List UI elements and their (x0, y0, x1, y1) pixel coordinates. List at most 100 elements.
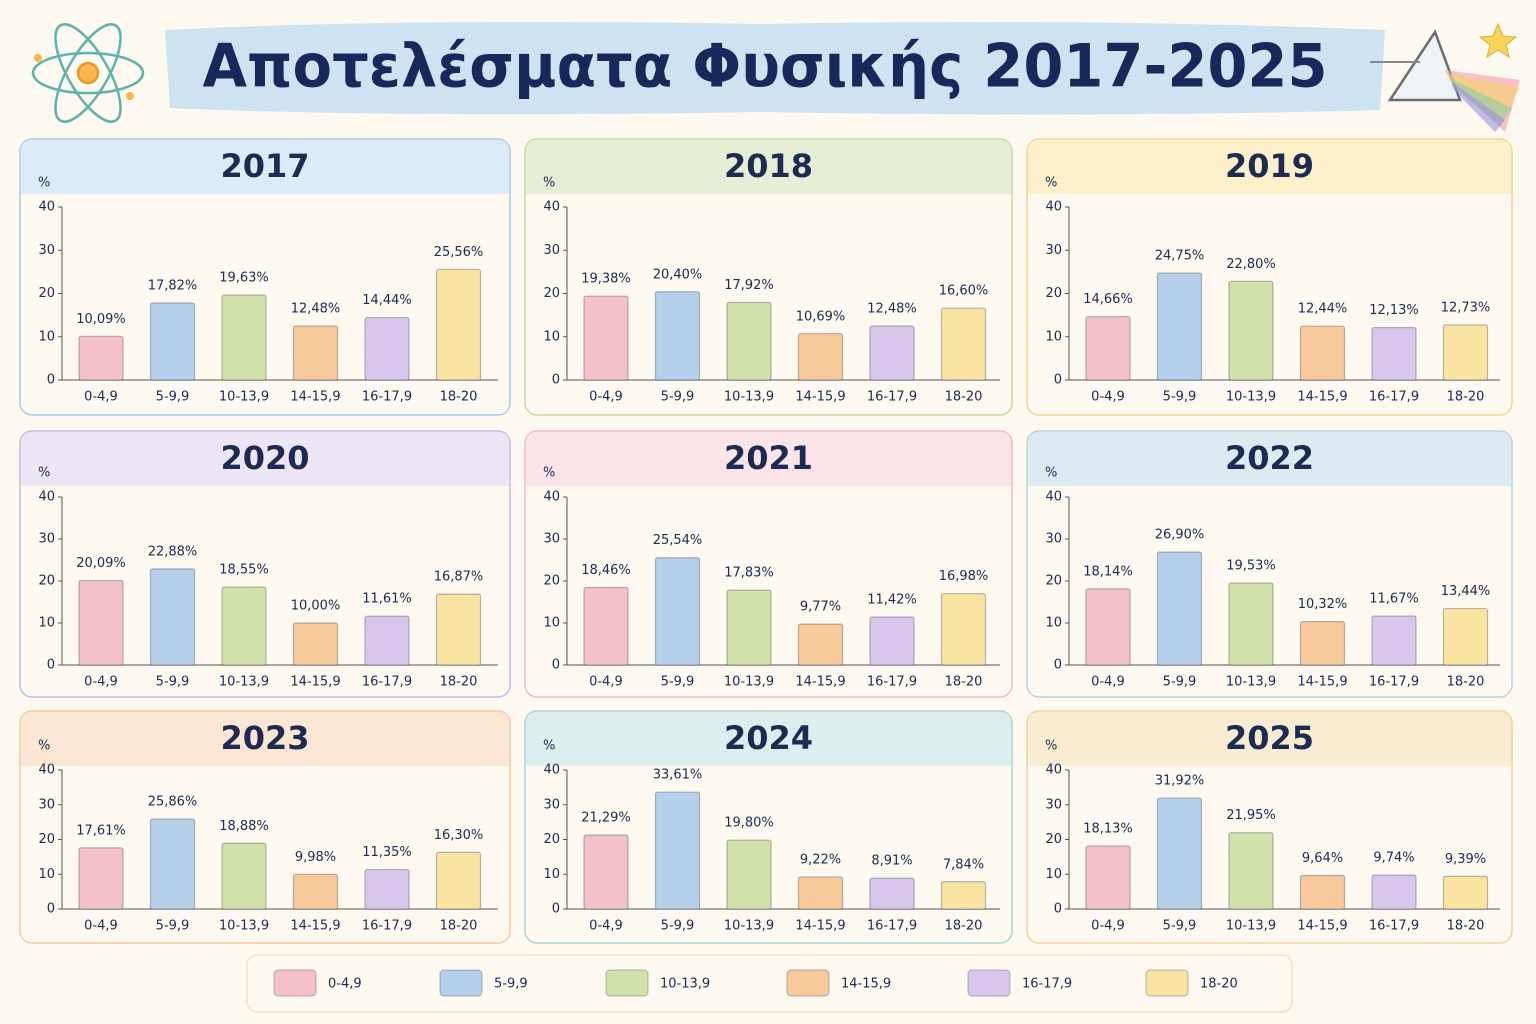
x-tick-label: 18-20 (1447, 675, 1485, 690)
x-tick-label: 14-15,9 (795, 390, 845, 405)
value-label: 19,80% (724, 816, 774, 831)
value-label: 9,22% (800, 852, 841, 867)
y-tick-label: 30 (543, 797, 560, 812)
y-tick-label: 20 (1045, 286, 1062, 301)
x-tick-label: 0-4,9 (589, 390, 623, 405)
value-label: 24,75% (1155, 248, 1205, 263)
bar (1371, 326, 1417, 381)
value-label: 11,42% (867, 593, 917, 608)
y-tick-label: 40 (1045, 490, 1062, 505)
y-tick-label: 10 (38, 616, 55, 631)
value-label: 9,74% (1373, 851, 1414, 866)
bar (583, 586, 629, 666)
y-tick-label: 40 (38, 490, 55, 505)
x-tick-label: 16-17,9 (1369, 390, 1419, 405)
value-label: 31,92% (1155, 774, 1205, 789)
x-tick-label: 10-13,9 (1226, 919, 1276, 934)
x-tick-label: 18-20 (945, 390, 983, 405)
x-tick-label: 18-20 (945, 675, 983, 690)
y-tick-label: 40 (543, 490, 560, 505)
x-tick-label: 14-15,9 (1297, 390, 1347, 405)
y-tick-label: 0 (1054, 658, 1062, 673)
x-tick-label: 0-4,9 (84, 919, 118, 934)
value-label: 9,77% (800, 599, 841, 614)
bar (1228, 832, 1274, 910)
value-label: 16,87% (434, 570, 484, 585)
x-tick-label: 18-20 (945, 919, 983, 934)
value-label: 12,48% (291, 302, 341, 317)
bar (940, 593, 987, 666)
x-tick-label: 14-15,9 (290, 390, 340, 405)
bar (654, 791, 701, 910)
bar (654, 291, 701, 381)
y-axis-label: % (1045, 466, 1057, 481)
title-brush (165, 22, 1385, 115)
value-label: 14,66% (1083, 292, 1133, 307)
y-tick-label: 0 (47, 658, 55, 673)
y-tick-label: 0 (552, 658, 560, 673)
y-tick-label: 30 (543, 243, 560, 258)
value-label: 10,00% (291, 599, 341, 614)
bar (292, 622, 339, 666)
chart-title: 2020 (220, 439, 309, 477)
y-tick-label: 10 (1045, 616, 1062, 631)
bar (583, 295, 629, 381)
y-tick-label: 40 (38, 200, 55, 215)
panel-header (21, 712, 509, 766)
x-tick-label: 0-4,9 (1091, 675, 1125, 690)
x-tick-label: 5-9,9 (661, 675, 695, 690)
value-label: 10,09% (76, 312, 126, 327)
bar (292, 325, 339, 381)
y-tick-label: 40 (543, 763, 560, 778)
y-tick-label: 10 (1045, 867, 1062, 882)
y-tick-label: 40 (543, 200, 560, 215)
y-axis-label: % (38, 176, 50, 191)
y-tick-label: 20 (543, 832, 560, 847)
bar (1371, 615, 1417, 666)
x-tick-label: 16-17,9 (362, 675, 412, 690)
x-tick-label: 0-4,9 (84, 390, 118, 405)
legend-label: 0-4,9 (328, 977, 362, 992)
y-axis-label: % (543, 466, 555, 481)
chart-title: 2025 (1225, 719, 1314, 757)
panel-header (526, 712, 1011, 766)
chart-panel: 2025% 0 10 20 30 40 18,13% 0-4,9 31,92% 5-9,9 21,9… (1026, 710, 1513, 944)
y-tick-label: 30 (38, 797, 55, 812)
y-tick-label: 10 (543, 616, 560, 631)
y-tick-label: 20 (1045, 832, 1062, 847)
value-label: 17,83% (724, 566, 774, 581)
x-tick-label: 10-13,9 (724, 919, 774, 934)
legend-label: 18-20 (1200, 977, 1238, 992)
value-label: 21,29% (581, 811, 631, 826)
x-tick-label: 16-17,9 (867, 919, 917, 934)
legend-swatch (273, 969, 317, 997)
legend-label: 10-13,9 (660, 977, 710, 992)
value-label: 22,88% (148, 544, 198, 559)
x-tick-label: 10-13,9 (1226, 390, 1276, 405)
legend-swatch (967, 969, 1011, 997)
chart-title: 2023 (220, 719, 309, 757)
value-label: 14,44% (362, 293, 412, 308)
panel-header (526, 140, 1011, 194)
y-tick-label: 40 (1045, 200, 1062, 215)
chart-panel: 2020% 0 10 20 30 40 20,09% 0-4,9 22,88% 5-9,9 18,5… (19, 430, 511, 698)
y-tick-label: 20 (38, 286, 55, 301)
value-label: 17,82% (148, 278, 198, 293)
bar (221, 586, 267, 666)
value-label: 10,69% (796, 309, 846, 324)
x-tick-label: 10-13,9 (219, 390, 269, 405)
bar (1371, 874, 1417, 910)
x-tick-label: 18-20 (440, 919, 478, 934)
value-label: 16,30% (434, 828, 484, 843)
legend-swatch (605, 969, 649, 997)
chart-title: 2022 (1225, 439, 1314, 477)
y-tick-label: 20 (38, 832, 55, 847)
bar (726, 301, 772, 381)
bar (1156, 272, 1203, 381)
legend-label: 14-15,9 (841, 977, 891, 992)
y-tick-label: 0 (47, 902, 55, 917)
x-tick-label: 10-13,9 (219, 675, 269, 690)
y-axis-label: % (38, 466, 50, 481)
panel-header (1028, 712, 1511, 766)
